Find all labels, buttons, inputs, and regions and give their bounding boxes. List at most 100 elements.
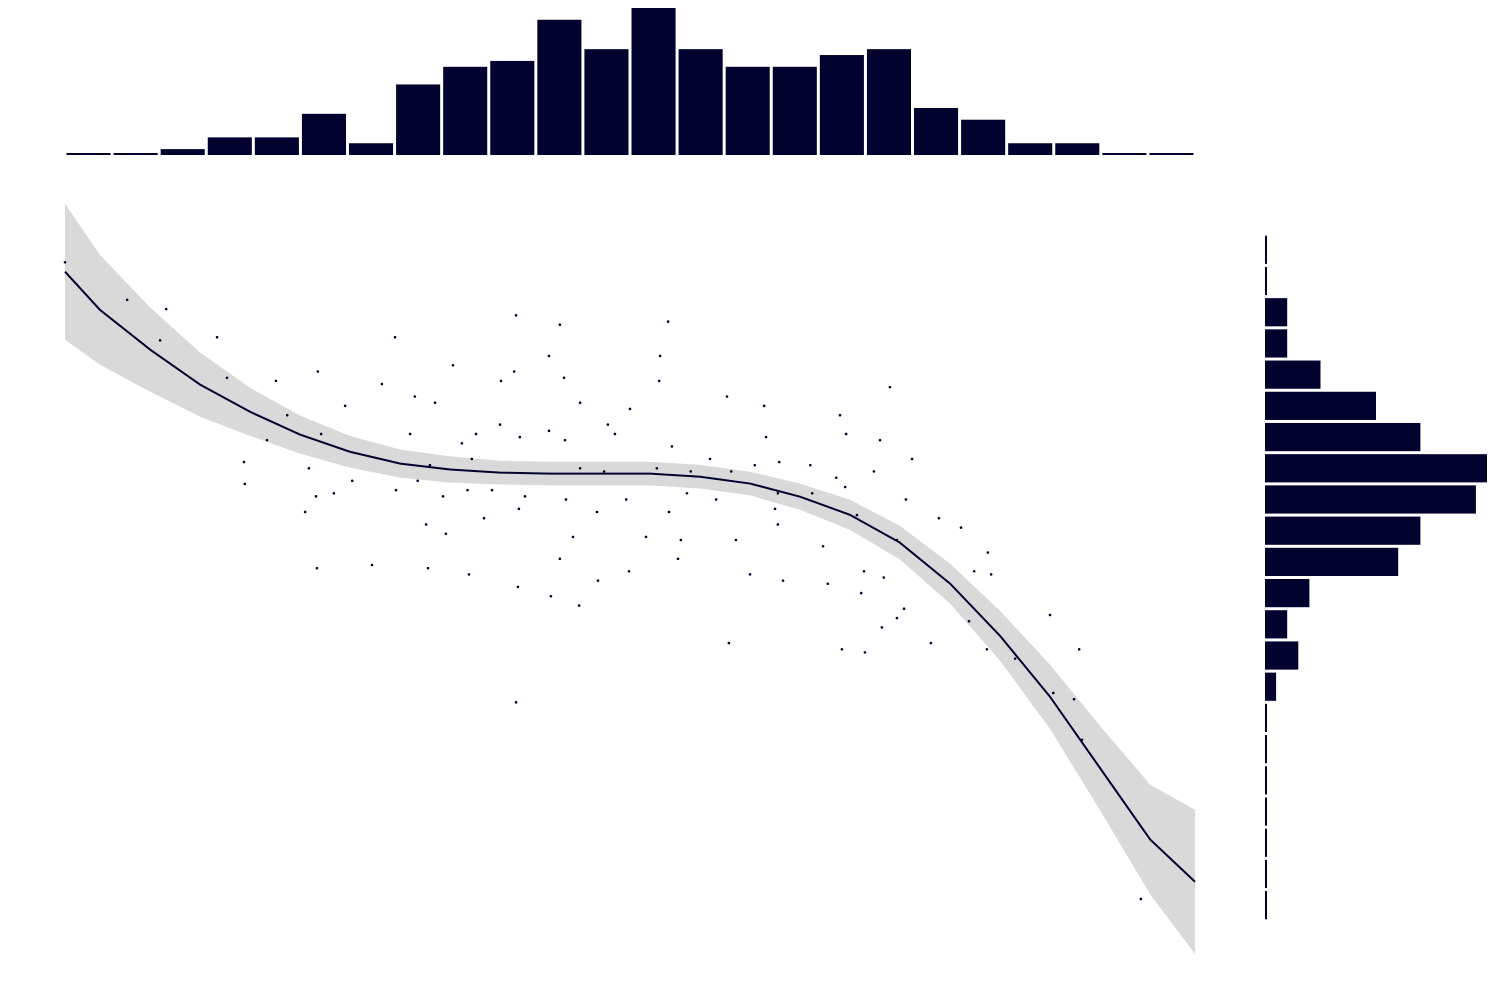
point — [628, 407, 632, 411]
hist-bar — [1265, 735, 1267, 764]
hist-bar — [396, 84, 441, 155]
point — [578, 466, 582, 470]
point — [482, 516, 486, 520]
hist-bar — [160, 149, 205, 155]
point — [602, 470, 606, 473]
point — [657, 379, 661, 383]
point — [843, 485, 847, 489]
hist-bar — [961, 119, 1006, 155]
hist-bar — [1102, 153, 1147, 155]
point — [753, 463, 757, 467]
hist-bar — [1265, 610, 1288, 639]
hist-bar — [254, 137, 299, 155]
hist-bar — [1265, 797, 1267, 826]
confidence-band — [65, 203, 1195, 954]
point — [350, 479, 354, 483]
hist-bar — [1265, 485, 1476, 514]
point — [644, 535, 648, 539]
point — [880, 626, 884, 629]
point — [426, 566, 430, 570]
hist-bar — [1008, 143, 1053, 155]
smooth-line — [64, 270, 1196, 883]
point — [316, 370, 320, 373]
point — [840, 647, 844, 651]
point — [708, 457, 712, 461]
hist-bar — [113, 153, 158, 155]
hist-bar — [490, 60, 535, 155]
point — [428, 463, 432, 467]
point — [315, 566, 319, 570]
point — [370, 563, 374, 567]
hist-bar — [631, 8, 676, 155]
hist-bar — [1265, 454, 1487, 483]
point — [967, 619, 971, 623]
point — [972, 569, 976, 573]
point — [512, 370, 516, 373]
point — [834, 476, 838, 479]
hist-bar — [1265, 641, 1299, 670]
point — [1077, 647, 1081, 651]
point — [164, 307, 168, 311]
point — [424, 523, 428, 526]
point — [243, 482, 247, 486]
point — [523, 495, 527, 498]
point — [285, 413, 289, 417]
point — [904, 498, 908, 501]
point — [343, 404, 347, 408]
hist-bar — [1265, 391, 1376, 420]
point — [470, 457, 474, 461]
point — [63, 260, 67, 264]
point — [517, 507, 521, 511]
point — [265, 438, 269, 442]
point — [274, 379, 278, 383]
point — [727, 641, 731, 645]
point — [764, 435, 768, 439]
point — [319, 432, 323, 436]
point — [158, 339, 162, 342]
point — [416, 479, 419, 483]
hist-bar — [1055, 143, 1100, 155]
point — [498, 423, 502, 426]
point — [571, 535, 575, 539]
point — [408, 432, 412, 436]
hist-bar — [819, 55, 864, 155]
hist-bar — [725, 66, 770, 155]
point — [725, 395, 729, 398]
hist-bar — [1265, 360, 1321, 389]
point — [888, 385, 892, 389]
point — [714, 498, 718, 501]
hist-bar — [1265, 828, 1267, 857]
point — [413, 395, 417, 398]
point — [655, 466, 659, 470]
hist-bar — [207, 137, 252, 155]
hist-bar — [1265, 422, 1421, 452]
hist-bar — [443, 66, 488, 155]
point — [564, 498, 568, 501]
point — [685, 491, 689, 495]
point — [547, 429, 551, 433]
hist-bar — [301, 113, 346, 155]
hist-bar — [1149, 153, 1194, 155]
hist-bar — [772, 66, 817, 155]
hist-bar — [866, 49, 911, 155]
hist-bar — [678, 49, 723, 155]
point — [776, 491, 780, 495]
point — [444, 532, 448, 536]
hist-bar — [537, 19, 582, 156]
point — [563, 438, 567, 442]
hist-bar — [1265, 859, 1267, 889]
point — [613, 432, 617, 436]
point — [562, 376, 566, 380]
point — [910, 457, 914, 461]
hist-bar — [1265, 703, 1267, 733]
hist-bar — [1265, 516, 1421, 545]
hist-bar — [349, 143, 394, 155]
point — [937, 516, 941, 520]
point — [729, 470, 733, 473]
hist-bar — [66, 153, 111, 155]
point — [986, 551, 990, 554]
point — [1051, 691, 1055, 695]
point — [394, 488, 398, 492]
point — [624, 498, 628, 501]
point — [558, 323, 562, 327]
